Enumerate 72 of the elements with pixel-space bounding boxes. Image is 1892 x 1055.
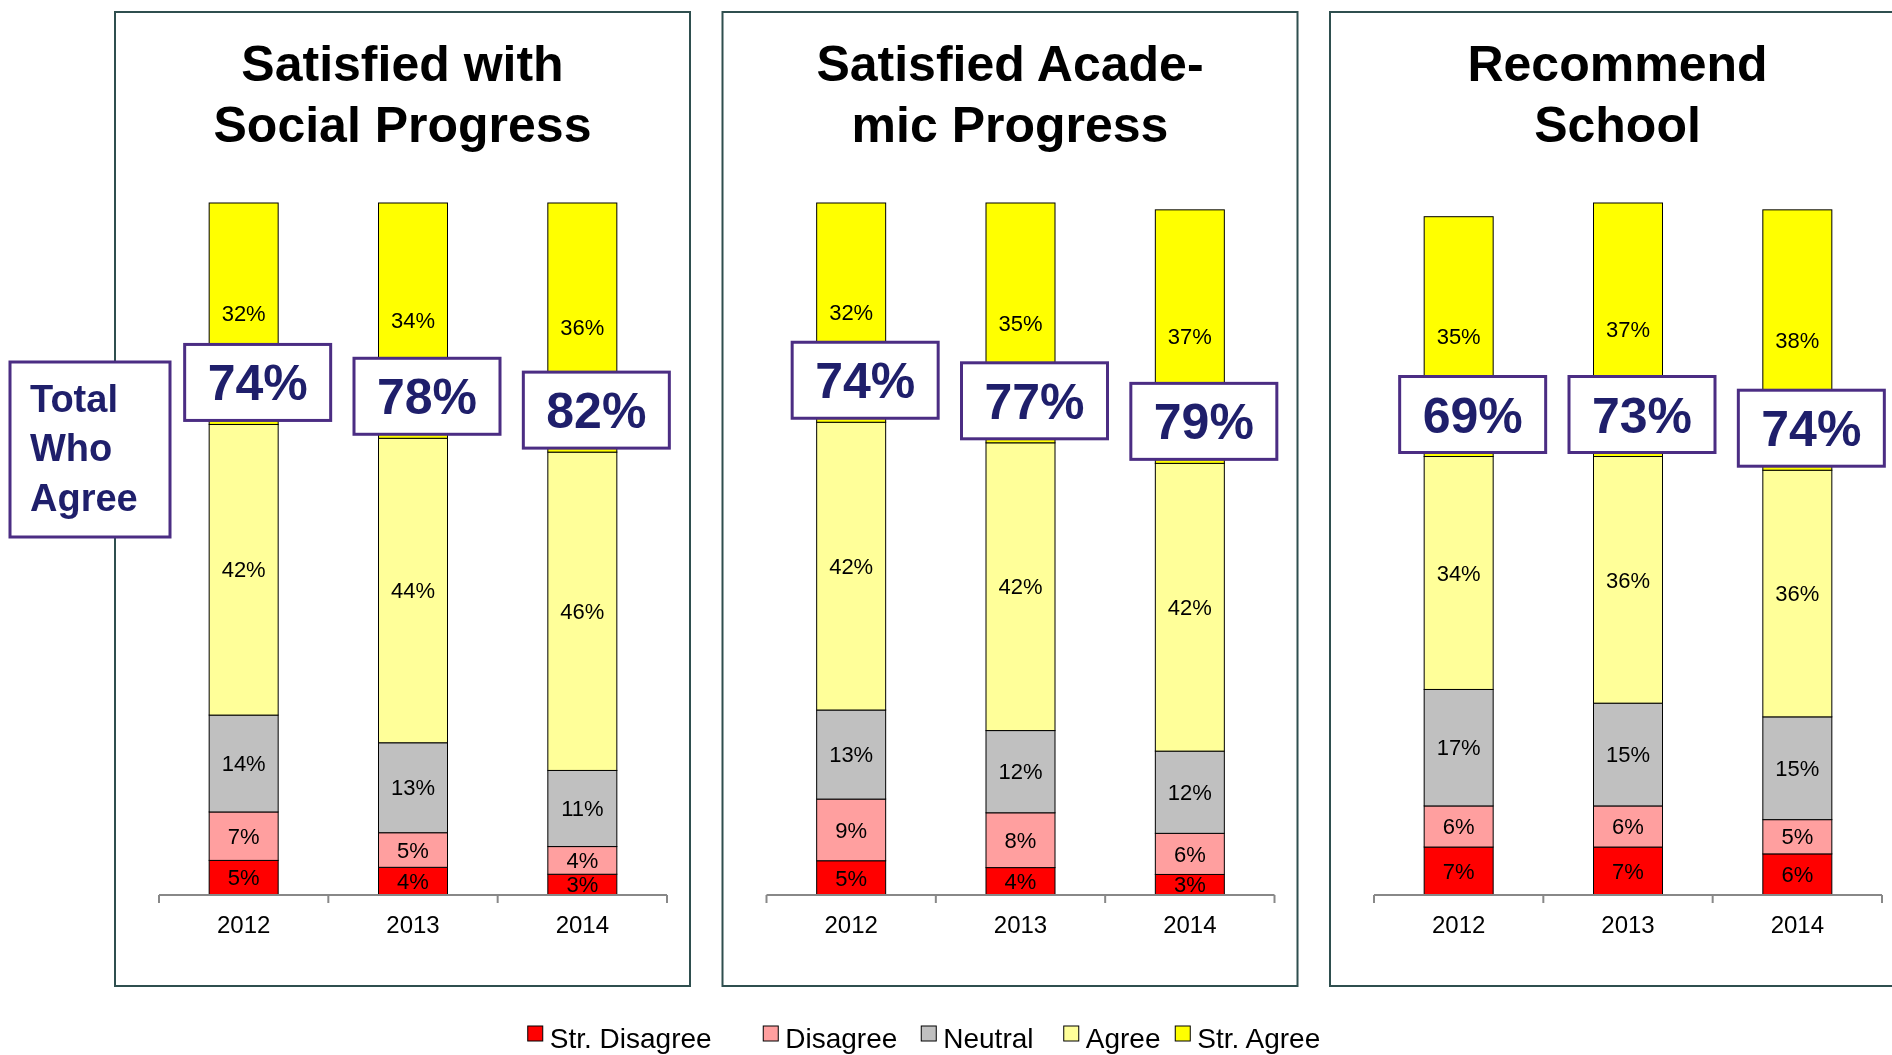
data-label: 6%	[1612, 814, 1644, 840]
data-label: 3%	[1173, 872, 1206, 898]
annotation: 78%	[376, 369, 478, 426]
data-label: 36%	[560, 315, 605, 341]
data-label: 13%	[829, 742, 874, 768]
x-tick-label: 2014	[555, 911, 610, 939]
data-label: 6%	[1442, 814, 1475, 840]
annotation: 74%	[1761, 401, 1862, 458]
legend-label: Disagree	[785, 1022, 898, 1054]
x-tick-label: 2013	[1601, 911, 1655, 939]
data-label: 5%	[1781, 824, 1814, 850]
data-label: 37%	[1605, 317, 1651, 343]
data-label: 34%	[1436, 560, 1481, 586]
data-label: 3%	[566, 872, 599, 898]
data-label: 4%	[397, 868, 429, 894]
data-label: 12%	[998, 759, 1043, 785]
data-label: 6%	[1781, 862, 1814, 888]
data-label: 42%	[829, 553, 874, 579]
legend-label: Agree	[1085, 1022, 1161, 1054]
data-label: 32%	[829, 300, 874, 326]
data-label: 37%	[1167, 324, 1212, 350]
data-label: 5%	[397, 837, 429, 863]
annotation: 74%	[815, 353, 916, 410]
data-label: 4%	[1004, 869, 1037, 894]
x-tick-label: 2013	[993, 911, 1048, 939]
data-label: 14%	[221, 751, 266, 777]
data-label: 46%	[560, 598, 605, 624]
data-label: 36%	[1775, 581, 1820, 607]
data-label: 36%	[1605, 567, 1651, 593]
legend-label: Str. Disagree	[549, 1022, 712, 1054]
x-tick-label: 2014	[1163, 911, 1217, 939]
annotation: 69%	[1422, 387, 1523, 444]
data-label: 15%	[1775, 755, 1820, 781]
data-label: 38%	[1775, 327, 1820, 353]
data-label: 7%	[1442, 858, 1475, 884]
data-label: 35%	[998, 310, 1043, 336]
chart-title: Satisfied Acade- mic Progress	[816, 35, 1204, 153]
x-tick-label: 2013	[386, 911, 440, 939]
text: Total Who Agree	[30, 378, 138, 519]
data-label: 7%	[1612, 858, 1644, 884]
data-label: 34%	[390, 308, 436, 334]
data-label: 13%	[390, 775, 436, 801]
data-label: 15%	[1605, 742, 1651, 768]
data-label: 5%	[835, 865, 868, 891]
annotation: 82%	[546, 383, 647, 440]
data-label: 8%	[1004, 827, 1037, 853]
annotation: 74%	[207, 355, 308, 412]
data-label: 35%	[1436, 324, 1481, 350]
data-label: 17%	[1436, 735, 1481, 761]
data-label: 42%	[998, 574, 1043, 600]
x-tick-label: 2012	[1431, 911, 1486, 939]
data-label: 9%	[835, 817, 868, 843]
annotation: 79%	[1153, 394, 1254, 451]
annotation: 77%	[984, 373, 1085, 430]
data-label: 7%	[227, 823, 260, 849]
data-label: 4%	[566, 848, 599, 874]
data-label: 44%	[390, 578, 436, 604]
x-tick-label: 2012	[824, 911, 878, 939]
annotation: 73%	[1591, 387, 1693, 444]
data-label: 42%	[221, 557, 266, 583]
x-tick-label: 2014	[1770, 911, 1825, 939]
legend-label: Str. Agree	[1197, 1022, 1321, 1054]
data-label: 6%	[1173, 841, 1206, 867]
chart-title: Recommend School	[1467, 35, 1768, 153]
legend-label: Neutral	[943, 1022, 1034, 1054]
data-label: 11%	[561, 796, 604, 822]
data-label: 32%	[221, 301, 266, 327]
data-label: 5%	[227, 865, 260, 891]
data-label: 12%	[1167, 779, 1212, 805]
data-label: 42%	[1167, 594, 1212, 620]
x-tick-label: 2012	[216, 911, 271, 939]
chart-title: Satisfied with Social Progress	[213, 35, 592, 153]
